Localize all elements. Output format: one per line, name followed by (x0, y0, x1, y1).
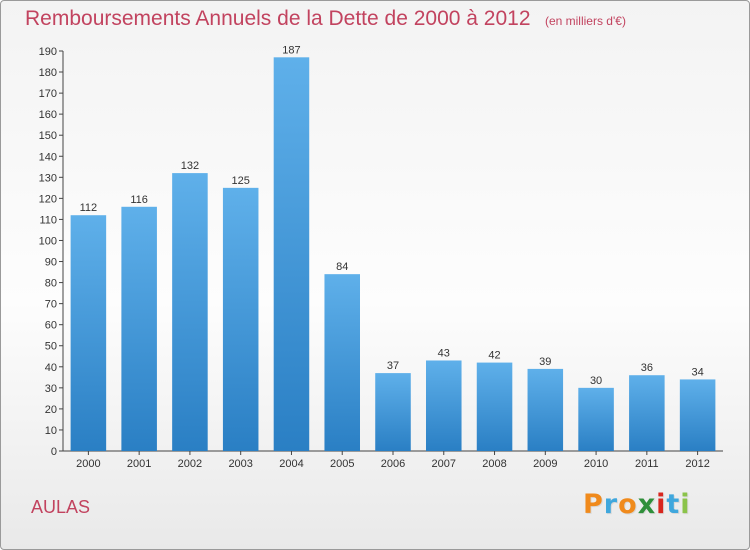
y-tick-label: 0 (51, 446, 57, 458)
bar (629, 375, 665, 451)
bar (121, 206, 157, 451)
x-tick-label: 2009 (533, 458, 557, 470)
bar (426, 360, 462, 451)
logo-letter: P (583, 489, 604, 520)
y-tick-label: 120 (39, 193, 57, 205)
data-label: 30 (590, 375, 602, 387)
title-row: Remboursements Annuels de la Dette de 20… (25, 7, 626, 31)
y-tick-label: 160 (39, 109, 57, 121)
y-tick-label: 90 (45, 257, 57, 269)
y-tick-label: 30 (45, 383, 57, 395)
x-tick-label: 2010 (584, 458, 608, 470)
data-label: 84 (336, 261, 348, 273)
bar (578, 387, 614, 451)
data-label: 43 (438, 347, 450, 359)
data-label: 39 (539, 356, 551, 368)
x-tick-label: 2002 (178, 458, 202, 470)
data-label: 125 (232, 175, 250, 187)
y-tick-label: 170 (39, 88, 57, 100)
bar (527, 368, 564, 451)
data-label: 34 (691, 366, 703, 378)
data-label: 36 (641, 362, 653, 374)
logo-letter: t (666, 489, 681, 520)
data-label: 187 (282, 44, 300, 56)
data-label: 37 (387, 360, 399, 372)
y-tick-label: 140 (39, 151, 57, 163)
x-tick-label: 2004 (279, 458, 303, 470)
bar (172, 173, 208, 451)
data-labels: 112 116 132 125 187 84 37 43 42 39 30 36 34 (80, 44, 704, 387)
y-tick-label: 20 (45, 404, 57, 416)
y-tick-label: 110 (39, 214, 57, 226)
y-tick-label: 150 (39, 130, 57, 142)
bar (273, 57, 310, 451)
x-tick-label: 2006 (381, 458, 405, 470)
x-axis: 2000 2001 2002 2003 2004 2005 2006 2007 2008 2009… (63, 450, 723, 470)
x-tick-label: 2000 (76, 458, 100, 470)
location-label: AULAS (31, 497, 91, 517)
data-label: 116 (130, 194, 148, 206)
bar (324, 274, 360, 451)
x-tick-label: 2001 (127, 458, 151, 470)
chart-unit: (en milliers d'€) (544, 14, 626, 28)
x-tick-label: 2012 (685, 458, 709, 470)
logo-letter: o (618, 489, 638, 520)
logo-letter: r (603, 489, 619, 520)
y-tick-label: 60 (45, 320, 57, 332)
logo-letter: i (680, 489, 691, 520)
data-label: 42 (488, 350, 500, 362)
bar (375, 373, 411, 451)
x-tick-label: 2003 (228, 458, 252, 470)
y-tick-label: 80 (45, 278, 57, 290)
proxiti-logo[interactable]: Proxiti (583, 489, 691, 520)
data-label: 132 (181, 160, 199, 172)
y-axis: 0 10 20 30 40 50 60 70 80 90 100 110 120 130 140 150 160… (39, 46, 64, 458)
logo-letter: i (656, 489, 667, 520)
y-tick-label: 100 (39, 235, 57, 247)
x-tick-label: 2008 (482, 458, 506, 470)
bar (222, 187, 259, 451)
chart-title: Remboursements Annuels de la Dette de 20… (25, 7, 531, 30)
y-tick-label: 50 (45, 341, 57, 353)
y-tick-label: 10 (45, 425, 57, 437)
y-tick-label: 180 (39, 67, 57, 79)
y-tick-label: 70 (45, 299, 57, 311)
y-tick-label: 40 (45, 362, 57, 374)
logo-letter: x (637, 489, 657, 520)
bar (70, 215, 107, 451)
y-tick-label: 130 (39, 172, 57, 184)
y-tick-label: 190 (39, 46, 57, 58)
data-label: 112 (80, 202, 98, 214)
x-tick-label: 2007 (432, 458, 456, 470)
x-tick-label: 2005 (330, 458, 354, 470)
bar (679, 379, 716, 451)
bars (70, 57, 716, 451)
x-tick-label: 2011 (635, 458, 659, 470)
bar (476, 362, 513, 451)
